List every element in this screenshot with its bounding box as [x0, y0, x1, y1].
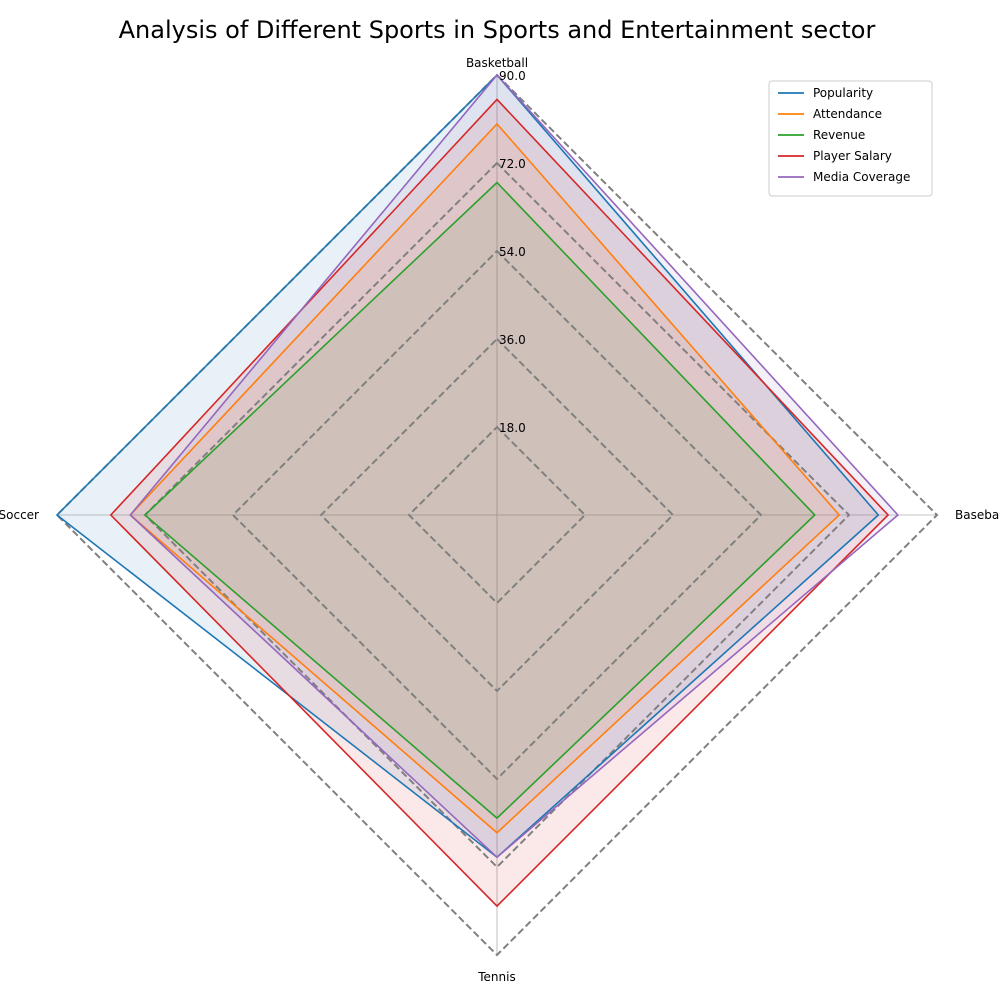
legend-box — [768, 80, 933, 197]
radial-tick-label: 90.0 — [499, 69, 526, 83]
grid-ring — [319, 337, 675, 693]
grid-ring — [407, 425, 587, 605]
category-label-baseball: Baseball — [955, 508, 1000, 522]
legend-entry: Player Salary — [813, 149, 892, 163]
legend-entry: Popularity — [813, 86, 873, 100]
category-label-tennis: Tennis — [477, 970, 515, 984]
radial-tick-label: 36.0 — [499, 333, 526, 347]
series-fill-popularity — [57, 75, 879, 858]
series-line-attendance — [129, 122, 841, 834]
series-fill-player-salary — [110, 99, 889, 907]
radial-tick-labels: 18.0 36.0 54.0 72.0 90.0 — [499, 69, 526, 435]
grid-ring — [143, 161, 851, 869]
legend-entry: Media Coverage — [813, 170, 910, 184]
category-label-soccer: Soccer — [0, 508, 39, 522]
series-lines — [55, 73, 900, 908]
radial-tick-label: 18.0 — [499, 421, 526, 435]
grid-ring — [231, 249, 763, 781]
legend-entry: Attendance — [813, 107, 882, 121]
series-fills — [57, 75, 898, 907]
category-labels: Basketball Baseball Tennis Soccer — [0, 56, 1000, 984]
radial-tick-label: 72.0 — [499, 157, 526, 171]
series-fill-media-coverage — [130, 75, 898, 858]
series-line-media-coverage — [129, 73, 900, 859]
radial-tick-label: 54.0 — [499, 245, 526, 259]
legend-entry: Revenue — [813, 128, 865, 142]
chart-title: Analysis of Different Sports in Sports a… — [119, 16, 876, 44]
category-label-basketball: Basketball — [466, 56, 528, 70]
series-fill-revenue — [145, 182, 815, 819]
legend: Popularity Attendance Revenue Player Salary… — [768, 80, 933, 197]
series-line-revenue — [143, 181, 816, 820]
series-line-player-salary — [109, 98, 890, 908]
